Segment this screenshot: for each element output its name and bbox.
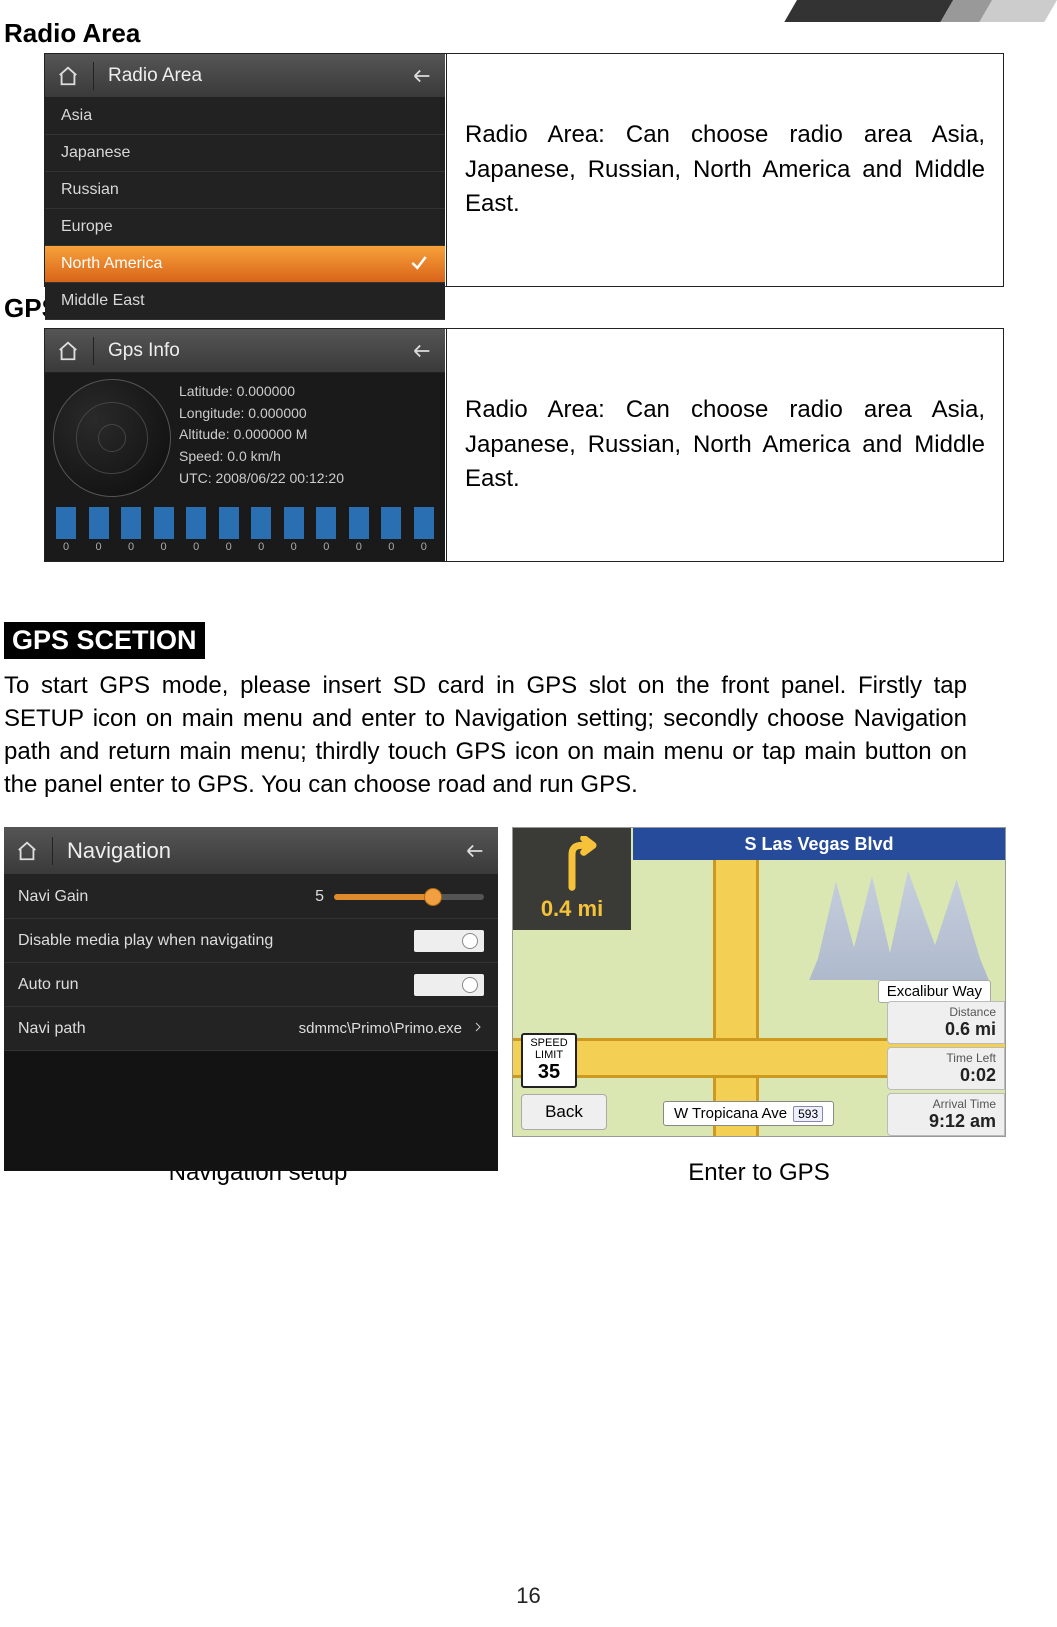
sat-bar: 0 [120, 507, 142, 553]
home-icon[interactable] [53, 61, 83, 91]
turn-instruction: 0.4 mi [513, 828, 631, 930]
speed-limit-label: SPEED LIMIT [523, 1037, 575, 1061]
sat-bar: 0 [315, 507, 337, 553]
back-icon[interactable] [460, 836, 490, 866]
road-vertical [713, 828, 759, 1136]
nav-row-path[interactable]: Navi path sdmmc\Primo\Primo.exe [4, 1007, 498, 1051]
side-arrival: Arrival Time 9:12 am [887, 1093, 1005, 1136]
sat-bar: 0 [185, 507, 207, 553]
list-item[interactable]: North America [45, 246, 445, 283]
list-item[interactable]: Europe [45, 209, 445, 246]
nav-gain-value: 5 [315, 888, 324, 906]
navi-path-value: sdmmc\Primo\Primo.exe [299, 1020, 462, 1037]
list-item[interactable]: Japanese [45, 135, 445, 172]
globe-icon [53, 379, 171, 497]
navi-path-label: Navi path [18, 1020, 86, 1038]
gps-lat: Latitude: 0.000000 [179, 381, 344, 403]
road-label: W Tropicana Ave 593 [663, 1101, 834, 1126]
list-item[interactable]: Middle East [45, 283, 445, 320]
sat-bar: 0 [153, 507, 175, 553]
back-icon[interactable] [407, 336, 437, 366]
navigation-setup-screenshot: Navigation Navi Gain 5 Disable media pla… [4, 827, 498, 1137]
divider [52, 837, 53, 865]
section-label-radio-area: Radio Area [0, 18, 1013, 49]
nav-row-autorun[interactable]: Auto run [4, 963, 498, 1007]
map-street-banner: S Las Vegas Blvd [633, 828, 1005, 860]
header-stripe [784, 0, 1057, 22]
gps-map-screenshot: S Las Vegas Blvd 0.4 mi Excalibur Way SP… [512, 827, 1006, 1137]
radio-area-table: Radio Area AsiaJapaneseRussianEuropeNort… [44, 53, 1004, 287]
back-icon[interactable] [407, 61, 437, 91]
speed-limit-value: 35 [523, 1061, 575, 1084]
slider-thumb[interactable] [424, 888, 442, 906]
divider [93, 337, 94, 365]
gps-utc: UTC: 2008/06/22 00:12:20 [179, 468, 344, 490]
route-shield: 593 [793, 1106, 823, 1122]
sat-bar: 0 [88, 507, 110, 553]
caption-enter-gps: Enter to GPS [512, 1159, 1006, 1187]
radio-area-description: Radio Area: Can choose radio area Asia, … [447, 54, 1004, 287]
gps-alt: Altitude: 0.000000 M [179, 424, 344, 446]
gps-section-heading: GPS SCETION [4, 622, 205, 659]
screenshot-title: Gps Info [104, 340, 397, 362]
speed-limit-sign: SPEED LIMIT 35 [521, 1033, 577, 1088]
nav-gain-label: Navi Gain [18, 888, 88, 906]
sat-bar: 0 [413, 507, 435, 553]
divider [93, 62, 94, 90]
sat-bar: 0 [55, 507, 77, 553]
sat-bar: 0 [283, 507, 305, 553]
screenshot-title: Radio Area [104, 65, 397, 87]
side-distance: Distance 0.6 mi [887, 1001, 1005, 1044]
page-number: 16 [0, 1583, 1057, 1609]
check-icon [409, 252, 429, 277]
gps-lon: Longitude: 0.000000 [179, 403, 344, 425]
list-item[interactable]: Russian [45, 172, 445, 209]
gps-info-table: Gps Info Latitude: 0.000000 Longitude: 0… [44, 328, 1004, 562]
map-back-button[interactable]: Back [521, 1094, 607, 1130]
toggle[interactable] [414, 930, 484, 952]
satellite-bars: 000000000000 [53, 503, 437, 553]
sat-bar: 0 [250, 507, 272, 553]
slider[interactable] [334, 894, 484, 900]
sat-bar: 0 [348, 507, 370, 553]
gps-section-paragraph: To start GPS mode, please insert SD card… [0, 669, 973, 801]
road-name: W Tropicana Ave [674, 1105, 787, 1122]
gps-info-description: Radio Area: Can choose radio area Asia, … [447, 329, 1004, 562]
gps-readout: Latitude: 0.000000 Longitude: 0.000000 A… [179, 379, 344, 497]
list-item[interactable]: Asia [45, 98, 445, 135]
turn-distance: 0.4 mi [541, 896, 603, 922]
gps-info-screenshot: Gps Info Latitude: 0.000000 Longitude: 0… [45, 329, 445, 561]
sat-bar: 0 [218, 507, 240, 553]
disable-media-label: Disable media play when navigating [18, 932, 273, 950]
home-icon[interactable] [12, 836, 42, 866]
sat-bar: 0 [380, 507, 402, 553]
radio-area-screenshot: Radio Area AsiaJapaneseRussianEuropeNort… [45, 54, 445, 286]
autorun-label: Auto run [18, 976, 78, 994]
building-graphic [809, 870, 989, 980]
side-time-left: Time Left 0:02 [887, 1047, 1005, 1090]
gps-spd: Speed: 0.0 km/h [179, 446, 344, 468]
nav-row-gain[interactable]: Navi Gain 5 [4, 875, 498, 919]
screenshot-header: Gps Info [45, 329, 445, 373]
screenshot-title: Navigation [63, 838, 450, 864]
map-side-panel: Distance 0.6 mi Time Left 0:02 Arrival T… [887, 998, 1005, 1136]
home-icon[interactable] [53, 336, 83, 366]
toggle[interactable] [414, 974, 484, 996]
chevron-right-icon[interactable] [472, 1020, 484, 1037]
nav-row-disable-media[interactable]: Disable media play when navigating [4, 919, 498, 963]
screenshot-header: Radio Area [45, 54, 445, 98]
